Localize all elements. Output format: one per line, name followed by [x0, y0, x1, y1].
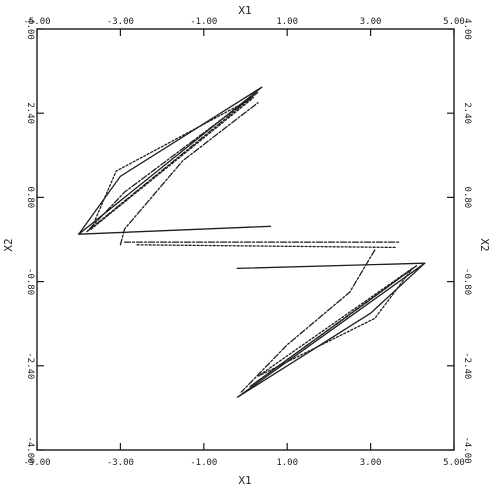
x-tick-label-top: -3.00 — [107, 17, 134, 27]
series-trace-4 — [119, 102, 259, 246]
y-tick-label-right: 2.40 — [462, 102, 472, 124]
x-axis-title-top: X1 — [238, 4, 251, 17]
x-tick-label-bottom: -5.00 — [23, 458, 50, 468]
y-axis-title-right: X2 — [478, 238, 491, 251]
data-traces — [78, 86, 426, 398]
x-tick-label-bottom: -3.00 — [107, 458, 134, 468]
series-trace-5 — [78, 225, 272, 235]
y-tick-label-right: -2.40 — [462, 352, 472, 379]
y-tick-label-right: 0.80 — [462, 187, 472, 209]
y-tick-label-left: -4.00 — [25, 436, 35, 463]
series-trace-8 — [236, 262, 426, 270]
y-tick-label-left: -0.80 — [25, 268, 35, 295]
series-trace-9 — [236, 262, 426, 398]
series-trace-3 — [90, 96, 255, 230]
x-tick-label-bottom: 1.00 — [276, 458, 298, 468]
axis-tick-labels: -5.00 -5.00 -3.00 -3.00 -1.00 -1.00 1.00 1.00 3.… — [23, 17, 472, 468]
series-trace-11 — [257, 267, 413, 377]
x-tick-label-bottom: 3.00 — [360, 458, 382, 468]
y-axis-title-left: X2 — [2, 238, 15, 251]
x-tick-label-top: 1.00 — [276, 17, 298, 27]
x-tick-label-bottom: 5.00 — [443, 458, 465, 468]
x-tick-label-top: 5.00 — [443, 17, 465, 27]
x-axis-title-bottom: X1 — [238, 474, 251, 487]
y-tick-label-left: 4.00 — [25, 18, 35, 40]
series-trace-7 — [136, 244, 397, 249]
series-trace-12 — [240, 249, 376, 393]
y-tick-label-right: -4.00 — [462, 436, 472, 463]
y-tick-label-left: 2.40 — [25, 102, 35, 124]
y-tick-label-left: 0.80 — [25, 187, 35, 209]
x-tick-label-top: 3.00 — [360, 17, 382, 27]
x-tick-label-bottom: -1.00 — [190, 458, 217, 468]
x-tick-label-top: -1.00 — [190, 17, 217, 27]
x-tick-label-top: -5.00 — [23, 17, 50, 27]
axis-ticks — [36, 28, 455, 451]
plot-frame — [36, 28, 455, 451]
y-tick-label-right: -0.80 — [462, 268, 472, 295]
y-tick-label-right: 4.00 — [462, 18, 472, 40]
series-trace-2 — [86, 91, 259, 233]
series-trace-10 — [249, 265, 418, 388]
y-tick-label-left: -2.40 — [25, 352, 35, 379]
